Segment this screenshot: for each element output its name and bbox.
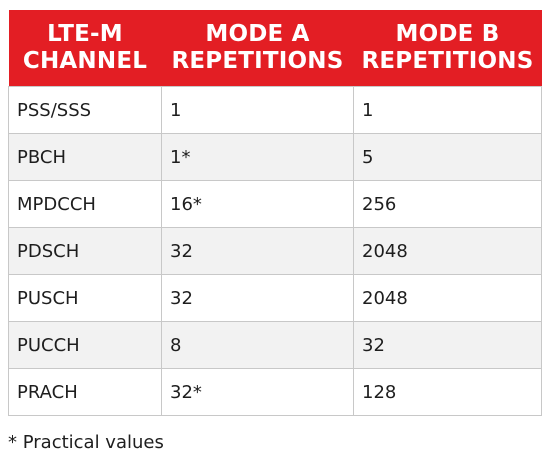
- cell-channel: MPDCCH: [8, 180, 162, 228]
- header-line: REPETITIONS: [171, 48, 344, 74]
- cell-mode-b: 2048: [353, 274, 542, 322]
- cell-mode-a: 32*: [161, 368, 354, 416]
- header-mode-b-repetitions: MODE B REPETITIONS: [353, 10, 542, 87]
- header-line: CHANNEL: [22, 48, 148, 74]
- cell-channel: PDSCH: [8, 227, 162, 275]
- header-lte-m-channel: LTE-M CHANNEL: [8, 10, 162, 87]
- cell-mode-a: 16*: [161, 180, 354, 228]
- header-line: MODE A: [205, 21, 310, 47]
- table-row: MPDCCH 16* 256: [8, 180, 542, 228]
- cell-mode-b: 128: [353, 368, 542, 416]
- cell-channel: PBCH: [8, 133, 162, 181]
- table-row: PSS/SSS 1 1: [8, 86, 542, 134]
- table-row: PUCCH 8 32: [8, 321, 542, 369]
- cell-mode-b: 1: [353, 86, 542, 134]
- cell-channel: PSS/SSS: [8, 86, 162, 134]
- cell-mode-a: 1: [161, 86, 354, 134]
- footnote: * Practical values: [8, 432, 164, 453]
- cell-mode-b: 256: [353, 180, 542, 228]
- cell-mode-b: 2048: [353, 227, 542, 275]
- table-body: PSS/SSS 1 1 PBCH 1* 5 MPDCCH 16* 256 PDS…: [8, 86, 542, 416]
- cell-mode-b: 32: [353, 321, 542, 369]
- cell-mode-b: 5: [353, 133, 542, 181]
- table-header: LTE-M CHANNEL MODE A REPETITIONS MODE B …: [8, 10, 542, 87]
- table-row: PBCH 1* 5: [8, 133, 542, 181]
- table-row: PUSCH 32 2048: [8, 274, 542, 322]
- cell-channel: PUCCH: [8, 321, 162, 369]
- header-row: LTE-M CHANNEL MODE A REPETITIONS MODE B …: [8, 10, 542, 87]
- cell-channel: PRACH: [8, 368, 162, 416]
- table-row: PRACH 32* 128: [8, 368, 542, 416]
- header-line: MODE B: [395, 21, 500, 47]
- table-row: PDSCH 32 2048: [8, 227, 542, 275]
- repetitions-table: LTE-M CHANNEL MODE A REPETITIONS MODE B …: [8, 10, 542, 416]
- cell-mode-a: 1*: [161, 133, 354, 181]
- repetitions-table-wrapper: LTE-M CHANNEL MODE A REPETITIONS MODE B …: [8, 10, 542, 416]
- header-mode-a-repetitions: MODE A REPETITIONS: [161, 10, 354, 87]
- cell-mode-a: 32: [161, 227, 354, 275]
- cell-mode-a: 32: [161, 274, 354, 322]
- cell-channel: PUSCH: [8, 274, 162, 322]
- cell-mode-a: 8: [161, 321, 354, 369]
- header-line: LTE-M: [47, 21, 123, 47]
- header-line: REPETITIONS: [361, 48, 534, 74]
